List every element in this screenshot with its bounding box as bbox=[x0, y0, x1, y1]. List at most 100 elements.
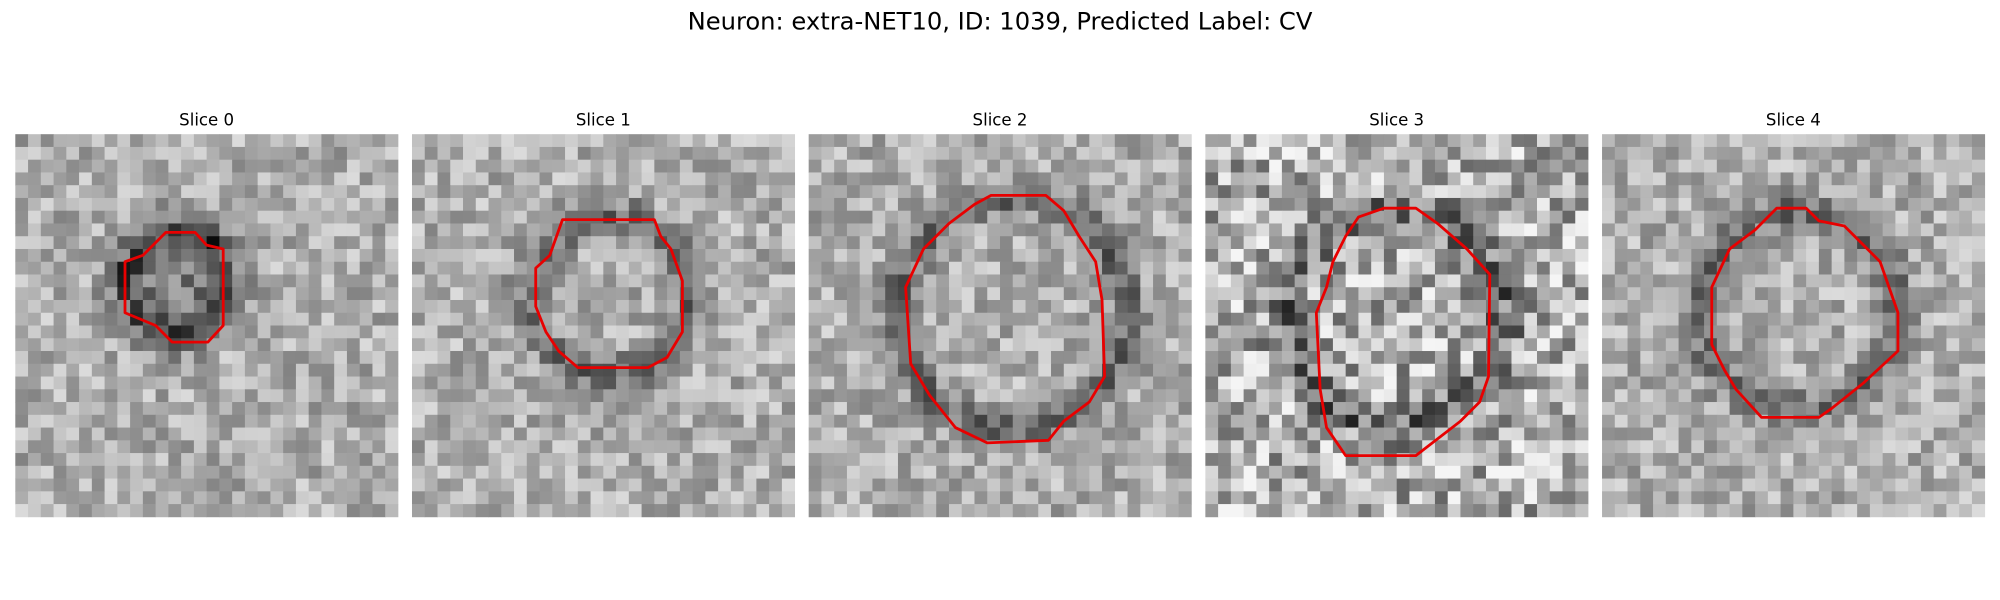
pixel bbox=[372, 261, 386, 275]
pixel bbox=[628, 363, 642, 377]
pixel bbox=[168, 134, 182, 148]
pixel bbox=[1806, 491, 1820, 505]
pixel bbox=[40, 185, 54, 199]
pixel bbox=[372, 325, 386, 339]
pixel bbox=[450, 312, 464, 326]
pixel bbox=[295, 159, 310, 173]
pixel bbox=[961, 185, 975, 199]
pixel bbox=[1755, 338, 1769, 352]
pixel bbox=[1140, 236, 1154, 250]
pixel bbox=[1704, 185, 1718, 199]
pixel bbox=[372, 465, 386, 479]
pixel bbox=[577, 478, 591, 492]
pixel bbox=[1831, 351, 1845, 365]
pixel bbox=[321, 389, 335, 403]
pixel bbox=[91, 274, 105, 288]
pixel bbox=[1051, 363, 1065, 377]
pixel bbox=[603, 478, 617, 492]
pixel bbox=[1294, 261, 1308, 275]
pixel bbox=[283, 491, 297, 505]
pixel bbox=[756, 287, 770, 301]
pixel bbox=[756, 261, 770, 275]
pixel bbox=[692, 159, 706, 173]
pixel bbox=[974, 504, 988, 518]
pixel bbox=[142, 261, 156, 275]
pixel bbox=[1076, 261, 1090, 275]
pixel bbox=[1780, 363, 1794, 377]
pixel bbox=[1485, 389, 1500, 403]
pixel bbox=[450, 274, 464, 288]
pixel bbox=[1946, 172, 1960, 186]
pixel bbox=[1806, 351, 1820, 365]
pixel bbox=[1127, 236, 1141, 250]
pixel bbox=[1640, 453, 1654, 467]
pixel bbox=[1691, 223, 1705, 237]
pixel bbox=[769, 414, 783, 428]
pixel bbox=[1396, 478, 1410, 492]
pixel bbox=[961, 287, 975, 301]
pixel bbox=[872, 248, 886, 263]
pixel bbox=[257, 172, 271, 186]
pixel bbox=[577, 363, 591, 377]
pixel bbox=[1895, 389, 1909, 403]
pixel bbox=[1307, 312, 1321, 326]
pixel bbox=[667, 363, 681, 377]
pixel bbox=[1908, 287, 1922, 301]
pixel bbox=[1704, 402, 1718, 416]
pixel bbox=[1294, 389, 1308, 403]
pixel bbox=[1857, 363, 1871, 377]
pixel bbox=[475, 159, 489, 173]
pixel bbox=[781, 300, 796, 314]
pixel bbox=[1716, 491, 1730, 505]
pixel bbox=[79, 478, 93, 492]
pixel bbox=[15, 261, 29, 275]
pixel bbox=[1076, 465, 1090, 479]
pixel bbox=[936, 210, 950, 224]
pixel bbox=[181, 363, 195, 377]
pixel bbox=[193, 402, 208, 416]
pixel bbox=[1806, 478, 1820, 492]
pixel bbox=[987, 491, 1001, 505]
pixel bbox=[1640, 440, 1654, 454]
pixel bbox=[463, 427, 477, 441]
pixel bbox=[1959, 274, 1973, 288]
pixel bbox=[1307, 223, 1321, 237]
pixel bbox=[53, 414, 67, 428]
pixel bbox=[1063, 185, 1077, 199]
pixel bbox=[1959, 478, 1973, 492]
pixel bbox=[1882, 312, 1896, 326]
pixel bbox=[872, 312, 886, 326]
pixel bbox=[1102, 414, 1116, 428]
pixel bbox=[514, 287, 528, 301]
pixel bbox=[501, 402, 515, 416]
pixel bbox=[1102, 440, 1116, 454]
pixel bbox=[270, 453, 284, 467]
pixel bbox=[1614, 172, 1628, 186]
pixel bbox=[808, 389, 822, 403]
pixel bbox=[1767, 453, 1781, 467]
pixel bbox=[885, 223, 899, 237]
pixel bbox=[117, 197, 131, 212]
pixel bbox=[769, 363, 783, 377]
pixel bbox=[1025, 236, 1039, 250]
pixel bbox=[654, 248, 668, 263]
pixel bbox=[1678, 300, 1692, 314]
pixel bbox=[450, 427, 464, 441]
pixel bbox=[897, 197, 912, 212]
pixel bbox=[1383, 287, 1398, 301]
pixel bbox=[641, 261, 655, 275]
pixel bbox=[577, 414, 591, 428]
pixel bbox=[295, 427, 310, 441]
pixel bbox=[808, 172, 822, 186]
pixel bbox=[769, 185, 783, 199]
pixel bbox=[1729, 491, 1743, 505]
pixel bbox=[117, 389, 131, 403]
pixel bbox=[1755, 504, 1769, 518]
pixel bbox=[961, 159, 975, 173]
pixel bbox=[450, 172, 464, 186]
pixel bbox=[1294, 159, 1308, 173]
pixel bbox=[910, 300, 924, 314]
pixel bbox=[1882, 261, 1896, 275]
pixel bbox=[565, 248, 579, 263]
pixel bbox=[1869, 172, 1884, 186]
